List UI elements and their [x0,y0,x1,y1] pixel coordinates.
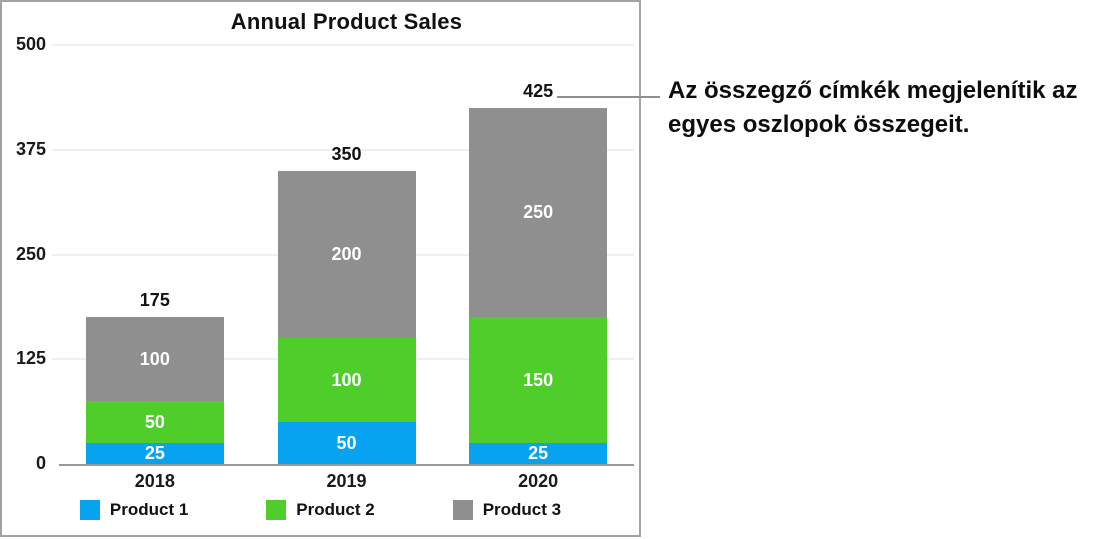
bar-segment-value: 200 [331,243,362,264]
legend-label: Product 1 [109,500,189,519]
bar-segment: 25 [85,443,224,464]
legend-label: Product 3 [482,500,562,519]
bar-segment: 100 [277,338,416,423]
bar-segment-value: 100 [331,369,362,390]
legend-swatch [79,500,100,520]
callout-connector-line [557,96,660,98]
x-tick-label: 2018 [134,471,175,491]
y-tick-label: 250 [15,243,46,264]
legend-swatch [266,500,287,520]
y-tick-label: 125 [15,348,46,369]
chart-panel: Annual Product Sales 500 375 250 125 0 25 50 1… [0,0,641,537]
bar-segment: 50 [277,422,416,464]
gridline [52,44,634,46]
bar-segment-value: 50 [336,432,357,453]
bar-segment-value: 150 [523,369,554,390]
legend-item: Product 1 [79,500,189,520]
bar-segment-value: 25 [144,443,165,464]
bar-segment: 200 [277,170,416,339]
legend-item: Product 2 [266,500,375,520]
plot-area: 25 50 100 175 50 100 200 350 25 150 250 425 [52,44,634,466]
bar-segment: 250 [469,107,608,318]
y-tick-label: 0 [35,453,46,473]
bar-total-label: 425 [523,80,554,101]
x-axis-labels: 2018 2019 2020 [59,471,634,493]
bar-segment: 150 [469,317,608,444]
chart-title: Annual Product Sales [230,9,463,34]
bar-total-label: 350 [331,143,362,164]
legend-label: Product 2 [296,500,375,519]
bar-segment-value: 100 [139,348,170,369]
legend-swatch [452,500,473,520]
callout-text: Az összegző címkék megjelenítik az egyes… [668,77,1078,138]
bar-segment: 50 [85,401,224,444]
chart-legend: Product 1 Product 2 Product 3 [2,500,639,520]
bar-segment: 100 [85,317,224,402]
bar-segment-value: 25 [528,443,549,464]
bar-segment: 25 [469,443,608,464]
y-axis-labels: 500 375 250 125 0 [2,2,48,539]
bar-segment-value: 250 [523,202,554,223]
y-tick-label: 375 [15,138,46,159]
gridline [52,148,634,151]
bar-total-label: 175 [139,290,170,311]
legend-item: Product 3 [452,500,562,520]
bar-segment-value: 50 [144,411,165,432]
y-tick-label: 500 [15,34,46,54]
x-tick-label: 2020 [518,471,559,491]
x-tick-label: 2019 [326,471,367,491]
